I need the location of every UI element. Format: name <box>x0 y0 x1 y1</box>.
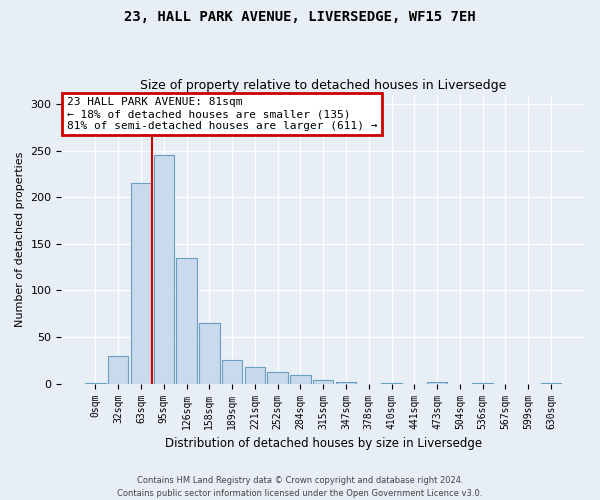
Bar <box>222 360 242 384</box>
Bar <box>290 376 311 384</box>
Bar <box>199 323 220 384</box>
Bar <box>131 183 151 384</box>
Text: 23, HALL PARK AVENUE, LIVERSEDGE, WF15 7EH: 23, HALL PARK AVENUE, LIVERSEDGE, WF15 7… <box>124 10 476 24</box>
Bar <box>313 380 334 384</box>
Bar <box>268 372 288 384</box>
Text: Contains HM Land Registry data © Crown copyright and database right 2024.
Contai: Contains HM Land Registry data © Crown c… <box>118 476 482 498</box>
Bar <box>154 155 174 384</box>
Text: 23 HALL PARK AVENUE: 81sqm
← 18% of detached houses are smaller (135)
81% of sem: 23 HALL PARK AVENUE: 81sqm ← 18% of deta… <box>67 98 377 130</box>
X-axis label: Distribution of detached houses by size in Liversedge: Distribution of detached houses by size … <box>164 437 482 450</box>
Bar <box>472 383 493 384</box>
Bar <box>108 356 128 384</box>
Bar <box>336 382 356 384</box>
Bar <box>245 367 265 384</box>
Bar <box>85 383 106 384</box>
Title: Size of property relative to detached houses in Liversedge: Size of property relative to detached ho… <box>140 79 506 92</box>
Bar <box>381 383 402 384</box>
Bar <box>541 383 561 384</box>
Bar <box>176 258 197 384</box>
Bar <box>427 382 448 384</box>
Y-axis label: Number of detached properties: Number of detached properties <box>15 152 25 327</box>
